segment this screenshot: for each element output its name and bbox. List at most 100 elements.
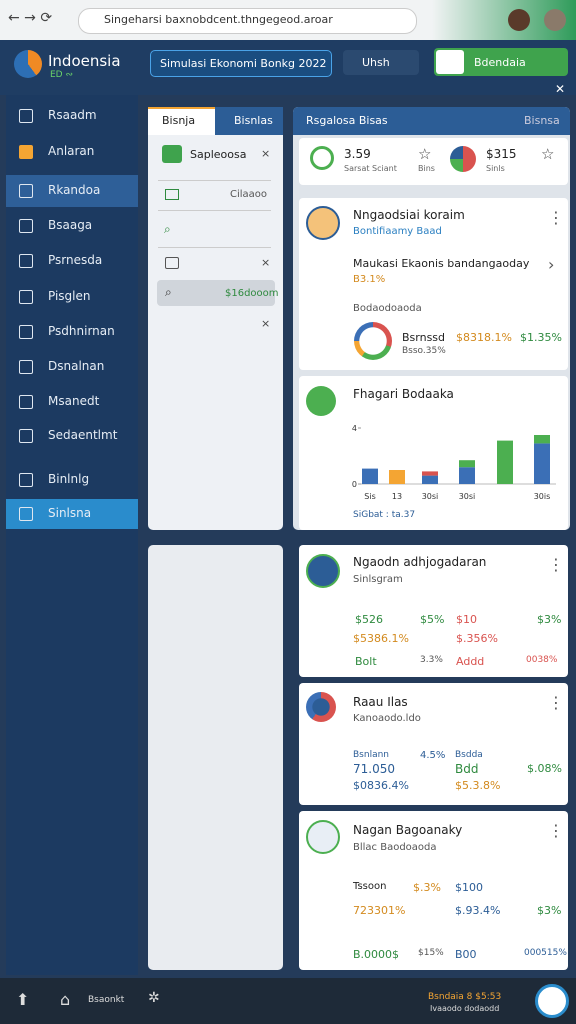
star[interactable]: ☆ [418, 145, 432, 163]
footer-icon[interactable]: ✲ [148, 990, 160, 1006]
url-bar[interactable] [78, 8, 417, 34]
metric: Bolt [355, 655, 377, 668]
tab-label[interactable]: Rsgalosa Bisas [306, 114, 388, 127]
chevron[interactable]: › [548, 255, 555, 274]
left-panel [148, 545, 283, 970]
tab-label[interactable]: Bisnsa [524, 114, 560, 127]
metric: $15% [418, 948, 444, 958]
metric: $3% [537, 904, 562, 917]
search-icon[interactable]: ⌕ [164, 222, 171, 236]
metric: 000515% [524, 948, 567, 958]
sidebar-icon [19, 219, 33, 233]
card-title: Raau Ilas [353, 695, 408, 709]
x-tick-label: Sis [364, 492, 375, 501]
search-icon: ⌕ [165, 285, 172, 299]
metric: Bsdda [455, 750, 483, 760]
tab-label: Bisnlas [234, 114, 273, 127]
card [299, 811, 568, 970]
metric: $.356% [456, 632, 498, 645]
list-item[interactable]: Sapleoosa [190, 148, 247, 161]
sidebar-icon [19, 360, 33, 374]
close-icon[interactable]: × [261, 256, 271, 269]
fab[interactable] [535, 984, 569, 1018]
sidebar-item[interactable]: Rkandoa [48, 183, 101, 197]
tab[interactable] [148, 107, 215, 135]
icon [165, 189, 179, 200]
metric: 0038% [526, 655, 558, 665]
sidebar-item[interactable]: Psrnesda [48, 253, 103, 267]
close-icon[interactable]: ✕ [555, 82, 566, 96]
y-tick-label: 0 [352, 480, 357, 489]
metric: $.08% [527, 762, 562, 775]
card-title: Nagan Bagoanaky [353, 823, 463, 837]
sidebar-item[interactable]: Sedaentlmt [48, 428, 118, 442]
nav-icons[interactable]: ← → ⟳ [8, 10, 53, 26]
stats-card [299, 138, 568, 185]
card [299, 683, 568, 805]
sidebar-item[interactable]: Binlnlg [48, 472, 90, 486]
search-box[interactable] [150, 50, 332, 77]
footer-icon[interactable]: ⬆ [16, 990, 30, 1009]
metric: $526 [355, 613, 383, 626]
bar [459, 467, 475, 484]
card-line[interactable]: Maukasi Ekaonis bandangaoday [353, 257, 530, 270]
card-title: Nngaodsiai koraim [353, 208, 465, 222]
footer [0, 978, 576, 1024]
card-section: Bodaodoaoda [353, 303, 422, 314]
sidebar-icon [19, 290, 33, 304]
icon [162, 145, 182, 163]
stat-extra: Bins [418, 164, 435, 173]
sidebar-item[interactable]: Anlaran [48, 144, 95, 158]
menu[interactable]: ⋮ [548, 693, 564, 712]
action-label: Bdendaia [474, 56, 526, 69]
sidebar-item[interactable]: Sinlsna [48, 506, 92, 520]
stat-icon [450, 146, 476, 172]
card [299, 545, 568, 677]
action-icon [436, 50, 464, 74]
tab[interactable] [215, 107, 283, 135]
menu[interactable]: ⋮ [548, 555, 564, 574]
sidebar-item[interactable]: Psdhnirnan [48, 324, 115, 338]
list-item[interactable]: Cilaaoo [230, 189, 268, 200]
logo-sub: ED ∾ [50, 70, 74, 80]
menu[interactable]: ⋮ [548, 821, 564, 840]
metric: $3% [537, 613, 562, 626]
sidebar [6, 95, 138, 975]
avatar[interactable] [544, 9, 566, 31]
sidebar-item[interactable]: Rsaadm [48, 108, 97, 122]
sidebar-active [6, 175, 138, 207]
avatar[interactable] [508, 9, 530, 31]
search-text: Simulasi Ekonomi Bonkg 2022 [160, 57, 327, 70]
logo-title: Indoensia [48, 52, 121, 70]
search-row[interactable] [157, 280, 275, 306]
sidebar-icon [19, 254, 33, 268]
promo-sub: Ivaaodo dodaodd [430, 1004, 500, 1013]
card-subtitle: Bllac Baodoaoda [353, 842, 437, 853]
close-icon[interactable]: × [261, 317, 271, 330]
star[interactable]: ☆ [541, 145, 555, 163]
card-subtitle: Kanoaodo.ldo [353, 713, 421, 724]
avatar [306, 692, 336, 722]
sidebar-item[interactable]: Pisglen [48, 289, 91, 303]
sidebar-icon [19, 473, 33, 487]
divider [158, 180, 271, 181]
search-value: $16dooom [225, 288, 279, 299]
button[interactable] [343, 50, 419, 75]
card [299, 198, 568, 370]
sidebar-item[interactable]: Bsaaga [48, 218, 93, 232]
close-icon[interactable]: × [261, 147, 271, 160]
metric: Bsrnssd [402, 331, 446, 344]
menu[interactable]: ⋮ [548, 208, 564, 227]
bar [422, 471, 438, 476]
footer-icon[interactable]: ⌂ [60, 990, 71, 1009]
sidebar-item[interactable]: Msanedt [48, 394, 100, 408]
bar [459, 460, 475, 468]
bar [497, 440, 513, 484]
metric: $.93.4% [455, 904, 501, 917]
tab-label: Bisnja [162, 114, 196, 127]
stat-label: Sarsat Sciant [344, 164, 397, 173]
metric: Bsnlann [353, 750, 389, 760]
sidebar-item[interactable]: Dsnalnan [48, 359, 105, 373]
sidebar-icon [19, 109, 33, 123]
metric: 4.5% [420, 750, 446, 761]
